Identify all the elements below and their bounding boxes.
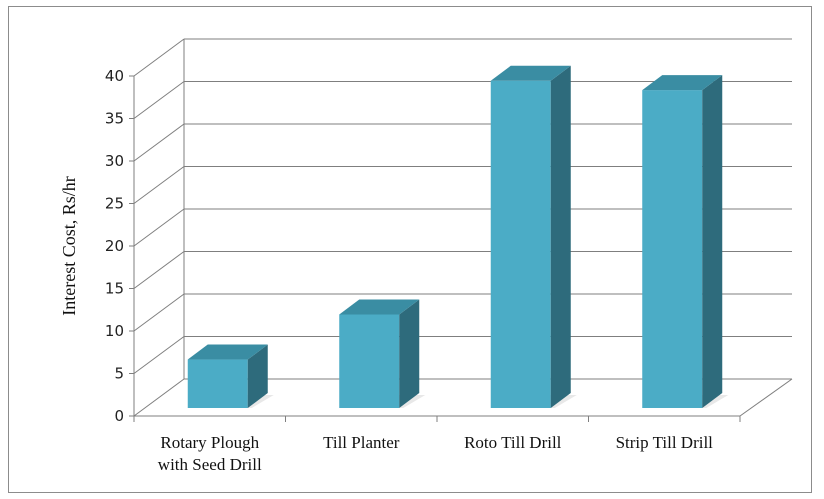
- axes: [129, 39, 793, 422]
- y-tick-label-6: 30: [105, 152, 124, 170]
- bars: [187, 65, 729, 408]
- y-tick-label-1: 5: [114, 365, 124, 383]
- bar-side-3: [702, 75, 723, 408]
- bar-top-2: [490, 65, 571, 81]
- y-tick-label-7: 35: [105, 110, 124, 128]
- bar-1: [339, 299, 426, 408]
- bar-top-0: [187, 344, 268, 360]
- y-axis-label: Interest Cost, Rs/hr: [59, 176, 79, 316]
- bar-3: [642, 75, 729, 408]
- bar-side-2: [550, 65, 571, 408]
- gridline-side-7: [133, 81, 185, 119]
- x-category-label-0: Rotary Plough with Seed Drill: [158, 433, 262, 474]
- y-tick-label-3: 15: [105, 280, 124, 298]
- gridline-side-4: [133, 208, 185, 247]
- y-tick-label-4: 20: [105, 237, 124, 255]
- y-tick-labels: 0 5 10 15 20 25 30 35 40: [105, 67, 124, 425]
- x-category-label-2: Roto Till Drill: [464, 433, 562, 452]
- x-category-labels: Rotary Plough with Seed Drill Till Planter…: [158, 433, 713, 474]
- y-tick-label-2: 10: [105, 322, 124, 340]
- bar-side-1: [399, 299, 420, 408]
- bar-0: [187, 344, 274, 408]
- bar-2: [490, 65, 577, 408]
- bar-front-0: [187, 359, 248, 408]
- bar-front-2: [490, 80, 551, 408]
- bar-side-0: [247, 344, 268, 408]
- bar-top-1: [339, 299, 420, 315]
- y-tick-label-8: 40: [105, 67, 124, 85]
- gridline-side-5: [133, 166, 185, 204]
- floor-right-edge: [739, 378, 793, 417]
- bar-front-1: [339, 314, 400, 408]
- gridline-side-2: [133, 293, 185, 332]
- gridline-side-0: [133, 378, 185, 417]
- y-tick-label-5: 25: [105, 195, 124, 213]
- gridline-side-1: [133, 336, 185, 374]
- bar-top-3: [642, 75, 723, 91]
- x-category-label-3: Strip Till Drill: [616, 433, 714, 452]
- gridline-side-8: [133, 38, 185, 77]
- y-tick-label-0: 0: [114, 407, 124, 425]
- gridline-side-3: [133, 251, 185, 289]
- x-category-label-1: Till Planter: [323, 433, 400, 452]
- gridline-side-6: [133, 123, 185, 162]
- bar-front-3: [642, 90, 703, 408]
